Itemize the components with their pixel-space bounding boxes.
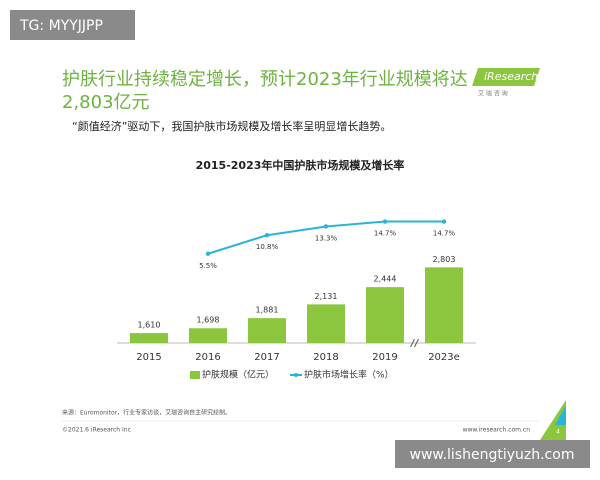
watermark-bottom: www.lishengtiyuzh.com — [410, 447, 575, 463]
x-tick-label: 2015 — [136, 352, 161, 363]
line-label: 14.7% — [374, 230, 397, 238]
line-point — [441, 219, 447, 224]
line-label: 13.3% — [315, 234, 338, 242]
legend-marker — [294, 373, 298, 377]
bar-label: 2,131 — [315, 292, 338, 301]
logo-tagline: 艾 瑞 咨 询 — [478, 90, 508, 98]
watermark-box — [395, 440, 590, 468]
watermark-box — [10, 10, 135, 40]
corner-decoration — [555, 405, 566, 425]
page-number: 4 — [556, 429, 560, 436]
line-point — [205, 251, 211, 256]
line-label: 14.7% — [433, 230, 456, 238]
axis-break — [414, 338, 419, 348]
x-tick-label: 2023e — [428, 352, 460, 363]
legend-label: 护肤市场增长率（%） — [304, 369, 394, 381]
x-tick-label: 2019 — [372, 352, 397, 363]
line-label: 10.8% — [256, 243, 279, 251]
line-point — [323, 224, 329, 229]
x-tick-label: 2016 — [195, 352, 220, 363]
footer-copyright: ©2021.6 iResearch Inc — [62, 427, 131, 434]
bar — [130, 333, 168, 343]
line-point — [382, 219, 388, 224]
x-tick-label: 2018 — [313, 352, 338, 363]
watermark-top: TG: MYYJJPP — [19, 18, 103, 34]
bar — [307, 304, 345, 343]
corner-decoration — [540, 400, 566, 440]
subtitle: “颜值经济”驱动下，我国护肤市场规模及增长率呈明显增长趋势。 — [72, 119, 391, 133]
legend-label: 护肤规模（亿元） — [202, 369, 274, 381]
line-point — [264, 233, 270, 238]
footer-website: www.iresearch.com.cn — [463, 427, 531, 434]
line-label: 5.5% — [199, 262, 217, 270]
bar — [425, 267, 463, 343]
bar-label: 2,444 — [374, 275, 397, 284]
bar-label: 1,698 — [197, 316, 220, 325]
bar-label: 1,881 — [256, 306, 279, 315]
chart-title: 2015-2023年中国护肤市场规模及增长率 — [196, 158, 405, 172]
bar-label: 1,610 — [138, 321, 161, 330]
axis-break — [410, 338, 415, 348]
footer-source: 来源：Euromonitor，行业专家访谈，艾瑞咨询自主研究绘制。 — [62, 409, 231, 417]
logo-banner — [472, 68, 540, 86]
x-tick-label: 2017 — [254, 352, 279, 363]
logo-brand: iResearch — [484, 70, 538, 83]
title: 护肤行业持续稳定增长，预计2023年行业规模将达2,803亿元 — [62, 69, 468, 113]
bar-label: 2,803 — [433, 255, 456, 264]
legend-marker — [190, 371, 200, 379]
bar — [189, 328, 227, 343]
bar — [366, 287, 404, 343]
bar — [248, 318, 286, 343]
